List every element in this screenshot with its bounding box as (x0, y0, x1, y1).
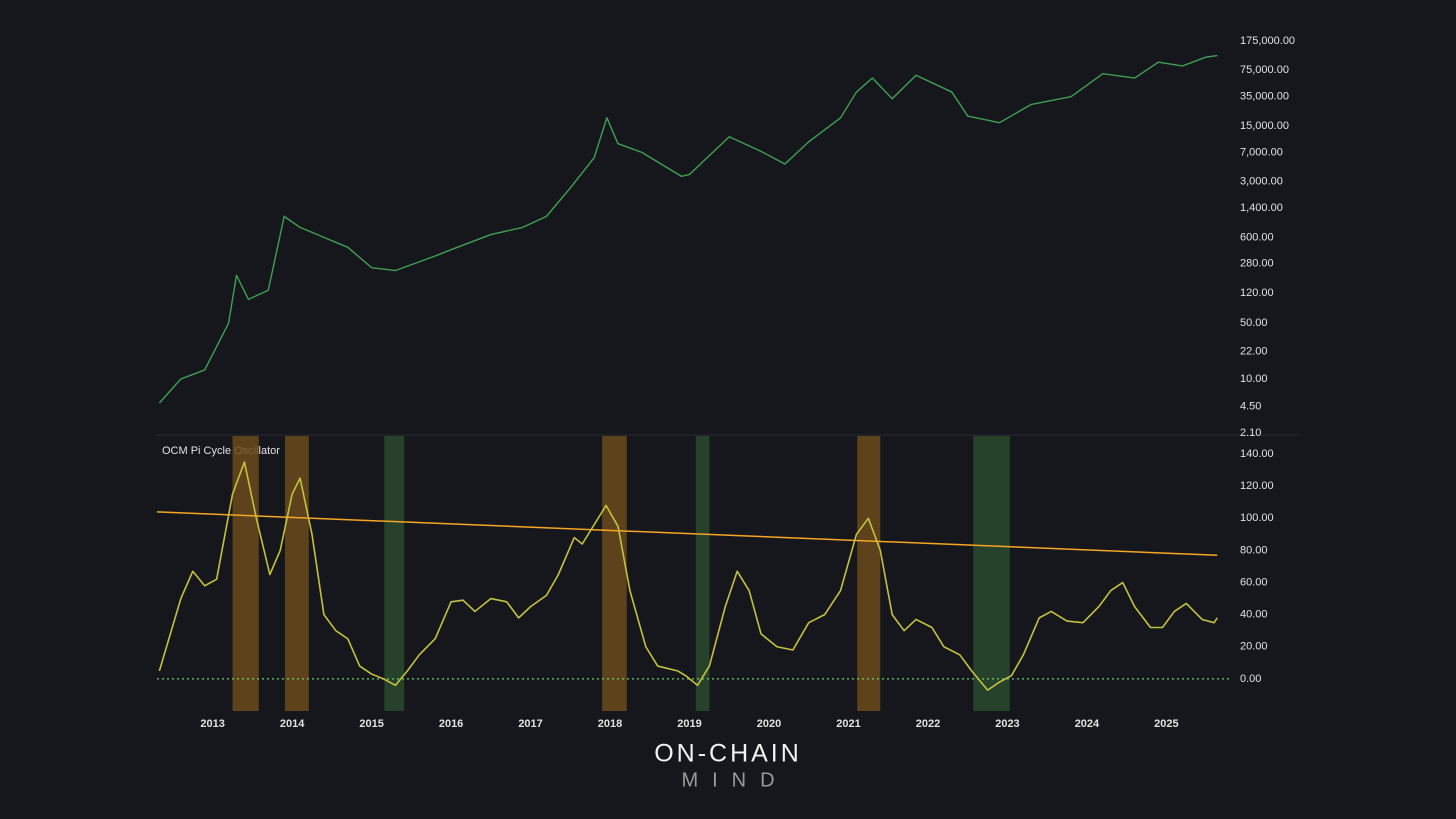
price-line (158, 54, 1218, 404)
x-tick-label: 2018 (598, 718, 622, 730)
signal-band (232, 436, 259, 711)
y-tick-label: 20.00 (1240, 641, 1268, 653)
signal-band (384, 436, 405, 711)
signal-band (284, 436, 309, 711)
y-tick-label: 3,000.00 (1240, 176, 1283, 188)
y-tick-label: 15,000.00 (1240, 120, 1289, 132)
x-tick-label: 2013 (200, 718, 224, 730)
y-tick-label: 120.00 (1240, 287, 1274, 299)
x-tick-label: 2025 (1154, 718, 1178, 730)
x-tick-label: 2020 (757, 718, 781, 730)
y-tick-label: 4.50 (1240, 401, 1261, 413)
x-tick-label: 2016 (439, 718, 463, 730)
threshold-line (156, 511, 1218, 556)
signal-band (602, 436, 627, 711)
y-tick-label: 2.10 (1240, 427, 1261, 439)
y-tick-label: 60.00 (1240, 576, 1268, 588)
logo-bottom: MIND (681, 769, 788, 791)
y-tick-label: 50.00 (1240, 317, 1268, 329)
x-tick-label: 2022 (916, 718, 940, 730)
x-tick-label: 2019 (677, 718, 701, 730)
x-tick-label: 2017 (518, 718, 542, 730)
y-tick-label: 40.00 (1240, 609, 1268, 621)
x-tick-label: 2014 (280, 718, 305, 730)
oscillator-line (158, 461, 1218, 691)
logo-top: ON-CHAIN (654, 740, 802, 768)
y-tick-label: 35,000.00 (1240, 91, 1289, 103)
y-tick-label: 0.00 (1240, 673, 1261, 685)
x-tick-label: 2015 (359, 718, 383, 730)
y-tick-label: 120.00 (1240, 480, 1274, 492)
y-tick-label: 280.00 (1240, 258, 1274, 270)
y-tick-label: 80.00 (1240, 544, 1268, 556)
y-tick-label: 1,400.00 (1240, 202, 1283, 214)
x-tick-label: 2024 (1075, 718, 1100, 730)
y-tick-label: 100.00 (1240, 512, 1274, 524)
signal-band (973, 436, 1010, 711)
y-tick-label: 75,000.00 (1240, 64, 1289, 76)
y-tick-label: 600.00 (1240, 231, 1274, 243)
y-tick-label: 10.00 (1240, 373, 1268, 385)
signal-band (857, 436, 881, 711)
oscillator-title: OCM Pi Cycle Oscillator (162, 445, 280, 457)
x-tick-label: 2021 (836, 718, 860, 730)
x-tick-label: 2023 (995, 718, 1019, 730)
y-tick-label: 175,000.00 (1240, 35, 1295, 47)
y-tick-label: 7,000.00 (1240, 146, 1283, 158)
y-tick-label: 140.00 (1240, 448, 1274, 460)
y-tick-label: 22.00 (1240, 346, 1268, 358)
signal-band (695, 436, 710, 711)
